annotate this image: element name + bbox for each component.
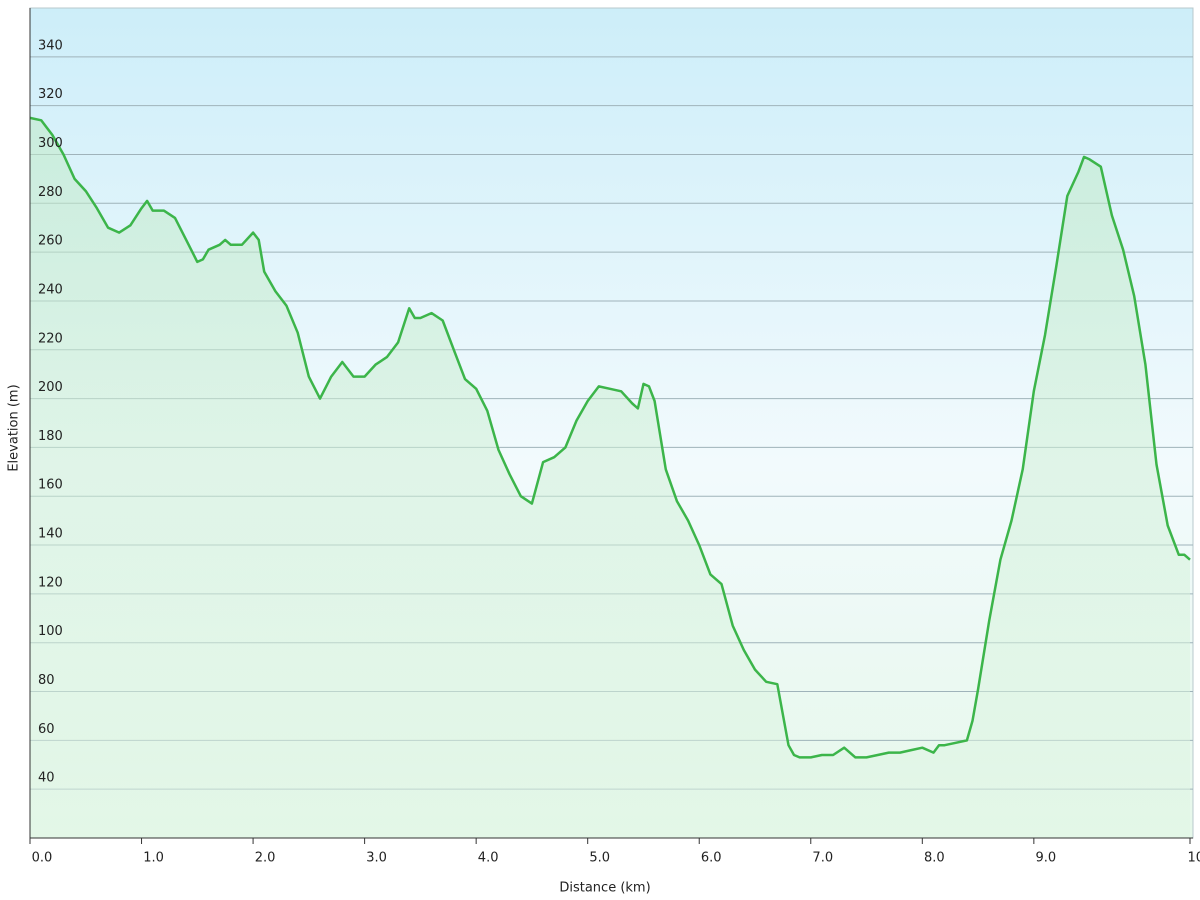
x-tick-label: 5.0 [589,851,610,866]
elevation-line [29,116,1191,759]
x-tick-label: 1.0 [143,851,164,866]
y-tick-label: 160 [38,478,63,493]
y-tick-label: 80 [38,673,55,688]
x-tick-label: 3.0 [366,851,387,866]
y-tick-label: 300 [38,136,63,151]
y-axis-label: Elevation (m) [7,384,22,471]
x-tick-label: 4.0 [478,851,499,866]
x-tick-label: 10.4 [1188,851,1200,866]
y-tick-label: 60 [38,722,55,737]
x-axis-label: Distance (km) [559,881,650,896]
area-fill [30,117,1190,838]
y-tick-label: 280 [38,185,63,200]
y-tick-label: 100 [38,624,63,639]
y-tick-label: 200 [38,380,63,395]
y-tick-label: 320 [38,87,63,102]
x-tick-label: 2.0 [255,851,276,866]
x-tick-label: 8.0 [924,851,945,866]
y-tick-label: 120 [38,575,63,590]
x-tick-label: 9.0 [1036,851,1057,866]
x-tick-label: 0.0 [32,851,53,866]
y-tick-label: 40 [38,771,55,786]
y-tick-label: 340 [38,38,63,53]
x-tick-label: 7.0 [812,851,833,866]
y-tick-label: 180 [38,429,63,444]
x-tick-label: 6.0 [701,851,722,866]
y-tick-label: 140 [38,527,63,542]
y-tick-label: 260 [38,234,63,249]
y-tick-label: 220 [38,331,63,346]
y-tick-label: 240 [38,282,63,297]
